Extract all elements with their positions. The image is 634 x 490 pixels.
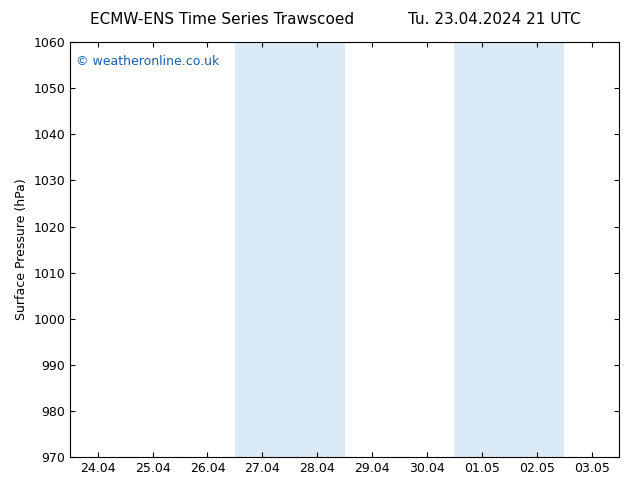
Text: © weatheronline.co.uk: © weatheronline.co.uk bbox=[76, 54, 219, 68]
Y-axis label: Surface Pressure (hPa): Surface Pressure (hPa) bbox=[15, 179, 28, 320]
Bar bbox=[455, 42, 564, 457]
Text: ECMW-ENS Time Series Trawscoed: ECMW-ENS Time Series Trawscoed bbox=[90, 12, 354, 27]
Text: Tu. 23.04.2024 21 UTC: Tu. 23.04.2024 21 UTC bbox=[408, 12, 581, 27]
Bar bbox=[235, 42, 345, 457]
